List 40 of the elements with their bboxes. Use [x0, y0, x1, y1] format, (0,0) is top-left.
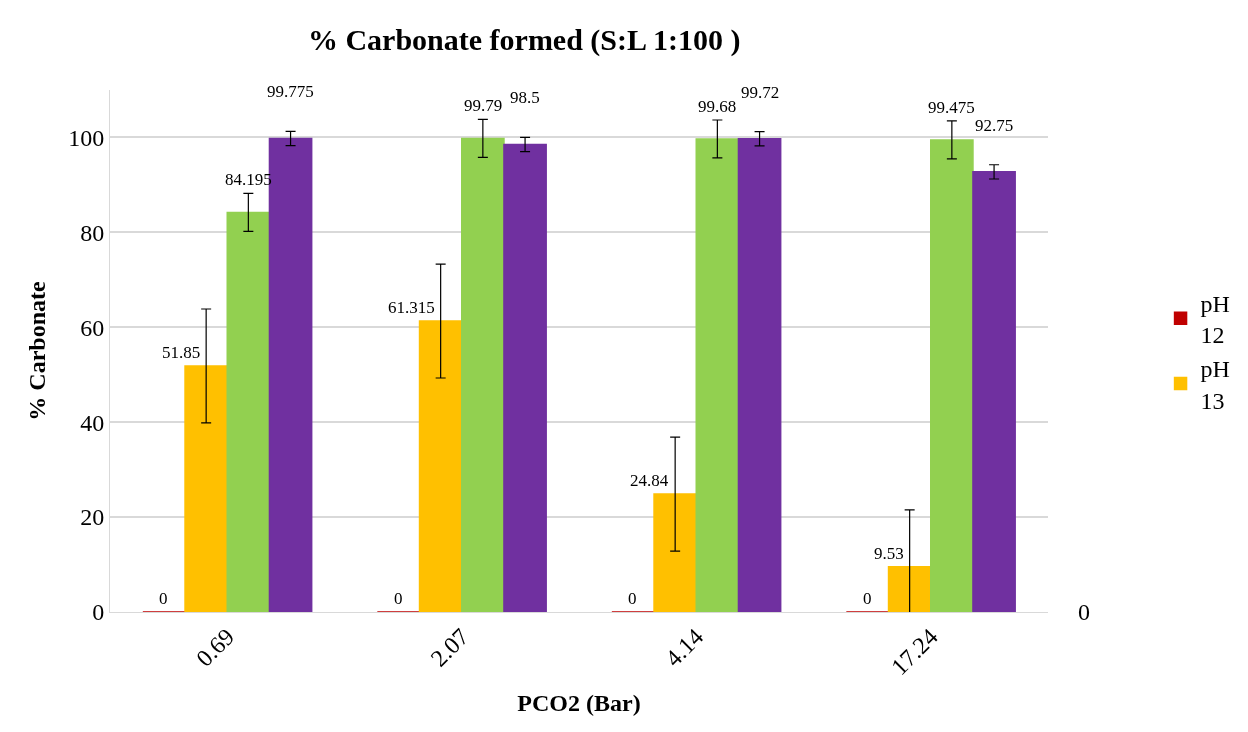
y-tick-label: 60	[80, 314, 105, 341]
y-tick-label: 0	[92, 599, 105, 626]
bar	[184, 365, 228, 612]
data-label: 0	[394, 589, 403, 608]
data-label: 99.775	[267, 82, 314, 101]
bar	[930, 139, 974, 612]
y-axis-title: % Carbonate	[24, 280, 51, 421]
bar	[226, 211, 271, 612]
data-label: 0	[863, 589, 872, 608]
bar	[503, 143, 547, 612]
x-axis-title: PCO2 (Bar)	[517, 690, 641, 717]
data-label: 51.85	[162, 343, 201, 362]
x-tick-label: 2.07	[425, 623, 474, 672]
chart-title: % Carbonate formed (S:L 1:100 )	[307, 23, 741, 58]
y-tick-label: 40	[80, 409, 105, 436]
data-label: 99.79	[464, 96, 503, 115]
bar	[737, 138, 782, 612]
y-tick-label: 20	[80, 504, 105, 531]
bar	[695, 138, 740, 612]
data-label: 99.68	[698, 97, 737, 116]
bar	[887, 566, 932, 612]
bar	[653, 493, 697, 612]
data-label: 99.475	[928, 98, 975, 117]
y-tick-label: 80	[80, 219, 105, 246]
data-label: 0	[159, 589, 168, 608]
x-tick-label: 0.69	[191, 623, 240, 672]
data-label: 24.84	[630, 471, 669, 490]
y-tick-label: 100	[68, 124, 105, 151]
data-label: 99.72	[741, 83, 780, 102]
data-label: 98.5	[510, 88, 540, 107]
data-label: 9.53	[874, 544, 904, 563]
legend-label: pH 13	[1200, 356, 1230, 414]
bar	[418, 320, 463, 612]
bar	[972, 171, 1016, 612]
x-tick-label: 4.14	[660, 623, 709, 672]
text: 0	[1078, 599, 1090, 625]
data-label: 0	[628, 589, 637, 608]
data-label: 92.75	[975, 116, 1014, 135]
data-label: 61.315	[388, 298, 435, 317]
bar	[461, 137, 505, 612]
